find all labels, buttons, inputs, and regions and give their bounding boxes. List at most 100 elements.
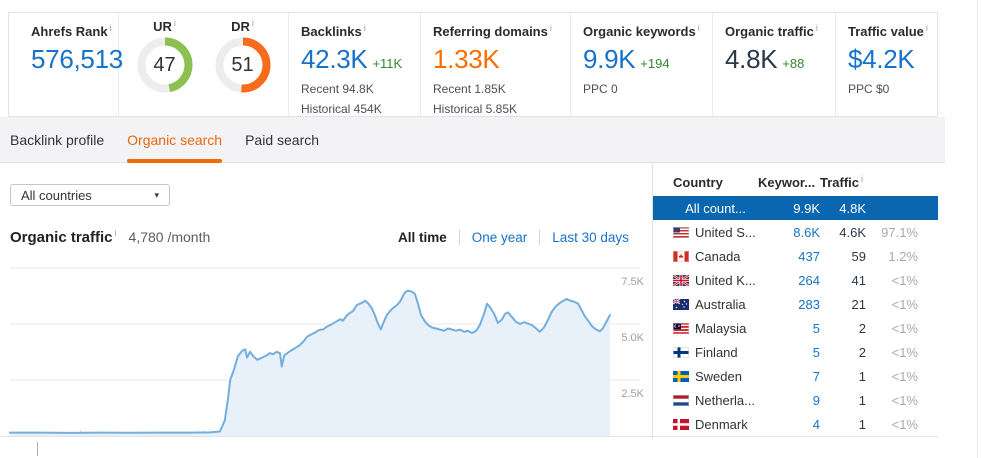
table-row[interactable]: Sweden 7 1 <1% xyxy=(653,364,938,388)
svg-text:7.5K: 7.5K xyxy=(621,276,644,288)
dk-flag xyxy=(673,418,689,430)
tab-paid-search[interactable]: Paid search xyxy=(245,131,320,148)
country-cell: Sweden xyxy=(673,369,758,384)
keywords-cell: 9 xyxy=(812,392,820,408)
share-cell: 97.1% xyxy=(881,224,918,240)
country-cell: Malaysia xyxy=(673,321,758,336)
dr-ring: 51 xyxy=(215,37,271,93)
nl-flag xyxy=(673,394,689,406)
my-flag xyxy=(673,322,689,334)
table-row[interactable]: All count... 9.9K 4.8K xyxy=(653,196,938,220)
info-icon[interactable]: i xyxy=(114,228,117,238)
tab-backlink-profile[interactable]: Backlink profile xyxy=(10,131,105,148)
country-cell: Finland xyxy=(673,345,758,360)
table-row[interactable]: Malaysia 5 2 <1% xyxy=(653,316,938,340)
metric-card-organic-keywords: Organic keywords i 9.9K +194 PPC 0 xyxy=(571,13,713,116)
backlinks-value: 42.3K xyxy=(301,44,368,74)
share-cell: <1% xyxy=(891,368,918,384)
traffic-cell: 1 xyxy=(858,416,866,432)
country-name: Netherla... xyxy=(695,392,755,408)
info-icon[interactable]: i xyxy=(173,17,176,28)
time-filter-last-30-days[interactable]: Last 30 days xyxy=(552,230,629,245)
time-filter-one-year[interactable]: One year xyxy=(471,230,528,245)
info-icon[interactable]: i xyxy=(861,173,864,184)
traffic-cell: 41 xyxy=(851,272,866,288)
ur-value: 47 xyxy=(153,53,176,76)
info-icon[interactable]: i xyxy=(109,22,112,33)
country-table-header: Country Keywor... Traffic i xyxy=(653,163,938,196)
country-filter-dropdown[interactable]: All countries ▾ xyxy=(10,184,170,206)
au-flag xyxy=(673,298,689,310)
info-icon[interactable]: i xyxy=(925,22,928,33)
country-name: Sweden xyxy=(695,368,742,384)
country-table: Country Keywor... Traffic i All count... 9… xyxy=(652,163,938,439)
table-row[interactable]: Denmark 4 1 <1% xyxy=(653,412,938,436)
share-cell: <1% xyxy=(891,272,918,288)
country-cell: Australia xyxy=(673,297,758,312)
organic-traffic-value: 4.8K xyxy=(725,44,778,74)
country-name: United S... xyxy=(695,224,756,240)
column-traffic[interactable]: Traffic i xyxy=(820,173,864,190)
country-name: Australia xyxy=(695,296,746,312)
metric-card-backlinks: Backlinks i 42.3K +11K Recent 94.8K Histor… xyxy=(289,13,421,116)
chart-header: Organic traffic i 4,780 /month xyxy=(10,228,211,247)
country-cell: United S... xyxy=(673,225,758,240)
country-name: Finland xyxy=(695,344,738,360)
column-country[interactable]: Country xyxy=(673,175,723,190)
country-cell: United K... xyxy=(673,273,758,288)
info-icon[interactable]: i xyxy=(251,17,254,28)
country-cell: Canada xyxy=(673,249,758,264)
traffic-cell: 4.6K xyxy=(839,224,866,240)
svg-text:2.5K: 2.5K xyxy=(621,388,644,400)
time-filter-all-time[interactable]: All time xyxy=(398,230,447,245)
ur-label: UR xyxy=(153,19,172,34)
country-name: All count... xyxy=(685,200,746,216)
column-keywords[interactable]: Keywor... xyxy=(758,175,816,190)
info-icon[interactable]: i xyxy=(549,22,552,33)
share-cell: <1% xyxy=(891,392,918,408)
organic-keywords-delta: +194 xyxy=(640,56,670,71)
keywords-cell: 264 xyxy=(798,272,820,288)
info-icon[interactable]: i xyxy=(815,22,818,33)
chart-average: 4,780 /month xyxy=(128,229,211,245)
tabs-bar: Backlink profile Organic search Paid sea… xyxy=(0,117,945,163)
country-cell: All count... xyxy=(673,201,758,216)
chevron-down-icon: ▾ xyxy=(154,189,159,200)
organic-traffic-chart[interactable]: 2.5K 5.0K 7.5K xyxy=(0,250,660,446)
traffic-cell: 2 xyxy=(858,320,866,336)
traffic-cell: 21 xyxy=(851,296,866,312)
tab-organic-search[interactable]: Organic search xyxy=(127,131,223,163)
backlinks-recent: Recent 94.8K xyxy=(301,82,374,96)
next-section-edge xyxy=(37,442,38,456)
table-row[interactable]: Finland 5 2 <1% xyxy=(653,340,938,364)
time-range-filters: All time One year Last 30 days xyxy=(398,230,629,245)
keywords-cell: 7 xyxy=(812,368,820,384)
ur-ring: 47 xyxy=(137,37,193,93)
referring-domains-value: 1.33K xyxy=(433,44,500,74)
table-row[interactable]: United S... 8.6K 4.6K 97.1% xyxy=(653,220,938,244)
metric-label: Traffic value xyxy=(848,24,924,39)
us-flag xyxy=(673,226,689,238)
gb-flag xyxy=(673,274,689,286)
info-icon[interactable]: i xyxy=(697,22,700,33)
country-cell: Denmark xyxy=(673,417,758,432)
table-row[interactable]: Canada 437 59 1.2% xyxy=(653,244,938,268)
metric-label: Ahrefs Rank xyxy=(31,24,108,39)
country-name: Denmark xyxy=(695,416,748,432)
dr-gauge: DR i 51 xyxy=(214,17,272,116)
table-row[interactable]: Australia 283 21 <1% xyxy=(653,292,938,316)
metric-label: Backlinks xyxy=(301,24,362,39)
ca-flag xyxy=(673,250,689,262)
traffic-cell: 1 xyxy=(858,392,866,408)
share-cell: 1.2% xyxy=(888,248,918,264)
metric-card-ur-dr: UR i 47 DR i 51 xyxy=(119,13,289,116)
dr-label: DR xyxy=(231,19,250,34)
fi-flag xyxy=(673,346,689,358)
table-row[interactable]: Netherla... 9 1 <1% xyxy=(653,388,938,412)
table-row[interactable]: United K... 264 41 <1% xyxy=(653,268,938,292)
metrics-bar: Ahrefs Rank i 576,513 UR i 47 DR i 51 Backl… xyxy=(8,12,938,117)
metric-label: Referring domains xyxy=(433,24,548,39)
svg-text:5.0K: 5.0K xyxy=(621,332,644,344)
keywords-cell: 9.9K xyxy=(793,200,820,216)
info-icon[interactable]: i xyxy=(363,22,366,33)
